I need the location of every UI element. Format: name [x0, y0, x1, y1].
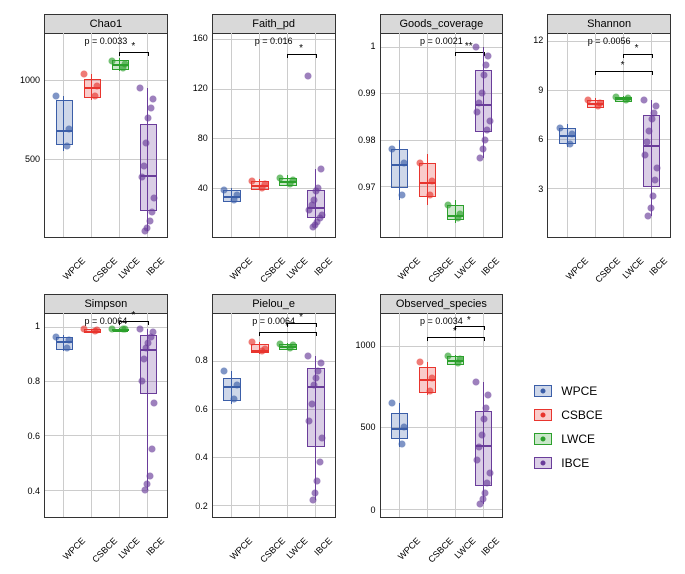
x-tick-label: WPCE [396, 256, 422, 282]
legend-label: IBCE [561, 456, 589, 470]
x-tick-label: CSBCE [593, 256, 622, 285]
legend-label: CSBCE [561, 408, 602, 422]
legend-item: LWCE [533, 432, 595, 446]
x-tick-label: CSBCE [90, 256, 119, 285]
panel-title: Pielou_e [213, 295, 335, 314]
legend-item: WPCE [533, 384, 597, 398]
x-tick-label: IBCE [144, 256, 166, 278]
x-tick-label: LWCE [453, 256, 478, 281]
panel-title: Chao1 [45, 15, 167, 34]
x-tick-label: CSBCE [426, 256, 455, 285]
chart-panel: Pielou_ep = 0.0064**0.20.40.60.8WPCECSBC… [178, 290, 340, 564]
p-value-text: p = 0.016 [255, 36, 293, 46]
chart-panel: Goods_coveragep = 0.0021**0.970.980.991W… [346, 10, 508, 284]
p-value-text: p = 0.0033 [84, 36, 127, 46]
x-tick-label: LWCE [453, 536, 478, 561]
x-tick-label: IBCE [312, 536, 334, 558]
p-value-text: p = 0.0056 [588, 36, 631, 46]
panel-title: Simpson [45, 295, 167, 314]
x-tick-label: IBCE [647, 256, 669, 278]
legend-item: IBCE [533, 456, 589, 470]
chart-panel: Observed_speciesp = 0.0034**05001000WPCE… [346, 290, 508, 564]
x-tick-label: IBCE [480, 256, 502, 278]
chart-panel: Shannonp = 0.0056**36912WPCECSBCELWCEIBC… [513, 10, 675, 284]
x-tick-label: CSBCE [258, 256, 287, 285]
chart-panel: Chao1p = 0.0033*5001000WPCECSBCELWCEIBCE [10, 10, 172, 284]
legend-item: CSBCE [533, 408, 602, 422]
x-tick-label: WPCE [228, 256, 254, 282]
x-tick-label: IBCE [480, 536, 502, 558]
panel-title: Observed_species [381, 295, 503, 314]
x-tick-label: WPCE [564, 256, 590, 282]
legend-label: WPCE [561, 384, 597, 398]
x-tick-label: WPCE [228, 536, 254, 562]
chart-panel: Simpsonp = 0.0064*0.40.60.81WPCECSBCELWC… [10, 290, 172, 564]
x-tick-label: IBCE [312, 256, 334, 278]
panel-grid: Chao1p = 0.0033*5001000WPCECSBCELWCEIBCE… [10, 10, 675, 564]
x-tick-label: IBCE [144, 536, 166, 558]
legend: WPCE CSBCE LWCE IBCE [513, 290, 675, 564]
x-tick-label: CSBCE [426, 536, 455, 565]
p-value-text: p = 0.0034 [420, 316, 463, 326]
chart-panel: Faith_pdp = 0.016*4080120160WPCECSBCELWC… [178, 10, 340, 284]
p-value-text: p = 0.0021 [420, 36, 463, 46]
x-tick-label: LWCE [285, 536, 310, 561]
x-tick-label: LWCE [620, 256, 645, 281]
x-tick-label: LWCE [117, 536, 142, 561]
x-tick-label: CSBCE [258, 536, 287, 565]
panel-title: Faith_pd [213, 15, 335, 34]
x-tick-label: LWCE [285, 256, 310, 281]
x-tick-label: CSBCE [90, 536, 119, 565]
panel-title: Shannon [548, 15, 670, 34]
x-tick-label: LWCE [117, 256, 142, 281]
x-tick-label: WPCE [61, 536, 87, 562]
x-tick-label: WPCE [61, 256, 87, 282]
x-tick-label: WPCE [396, 536, 422, 562]
panel-title: Goods_coverage [381, 15, 503, 34]
legend-label: LWCE [561, 432, 595, 446]
